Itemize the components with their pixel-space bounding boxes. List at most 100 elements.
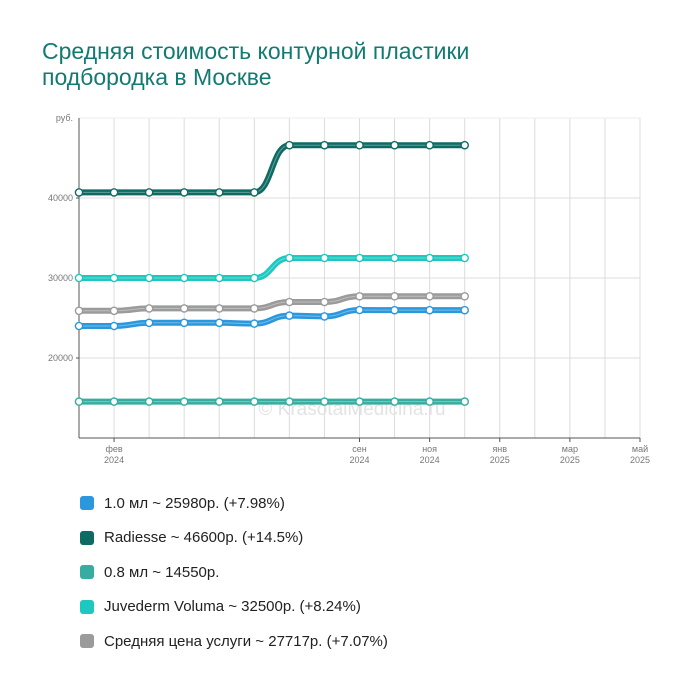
legend-swatch [80,530,94,545]
data-point [285,253,294,263]
data-point [109,321,119,331]
data-point [320,253,329,263]
x-tick-label-month: ноя [422,444,437,454]
series-5 [74,291,469,316]
data-point [250,304,259,313]
x-tick-label-year: 2024 [104,455,124,465]
data-point [320,297,329,307]
data-point [214,304,224,313]
data-point [285,397,294,406]
data-point [355,305,364,315]
data-point [390,253,399,263]
y-tick-label: 40000 [48,193,73,203]
data-point [285,297,294,307]
series-2 [74,140,469,197]
data-point [460,253,469,263]
data-point [214,273,224,283]
chart-title: Средняя стоимость контурной пластики под… [42,38,662,90]
data-point [390,305,399,315]
legend-swatch [80,565,94,580]
x-tick-label-month: сен [352,444,367,454]
y-tick-label: 30000 [48,273,73,283]
y-tick-label: 20000 [48,353,73,363]
data-point [355,140,364,150]
x-tick-label-month: янв [492,444,507,454]
data-point [179,188,189,197]
chart-axes: 200003000040000руб.фев2024сен2024ноя2024… [48,113,650,465]
data-point [355,397,364,406]
chart-legend: 1.0 мл ~ 25980р. (+7.98%) Radiesse ~ 466… [80,486,388,659]
legend-item[interactable]: Radiesse ~ 46600р. (+14.5%) [80,521,388,556]
data-point [74,273,84,283]
x-tick-label-month: фев [105,444,122,454]
series-3 [74,397,469,406]
data-point [74,321,84,331]
data-point [355,291,364,301]
data-point [250,397,259,406]
data-point [460,305,469,315]
data-point [214,318,224,328]
chart-title-line-2: подбородка в Москве [42,64,272,90]
data-point [144,318,154,328]
data-point [390,140,399,150]
data-point [250,319,259,328]
data-point [320,312,329,321]
legend-item[interactable]: Juvederm Voluma ~ 32500р. (+8.24%) [80,590,388,625]
data-point [109,273,119,283]
legend-label: 1.0 мл ~ 25980р. (+7.98%) [104,494,285,512]
data-point [250,273,259,283]
data-point [74,397,84,406]
data-point [74,306,84,316]
data-point [109,397,119,406]
legend-label: Средняя цена услуги ~ 27717р. (+7.07%) [104,632,388,650]
line-chart: © KrasotaiMedicina.ru 200003000040000руб… [48,113,650,465]
data-point [179,273,189,283]
data-point [144,304,154,313]
chart-series [74,140,469,406]
data-point [425,397,434,406]
x-tick-label-year: 2025 [630,455,650,465]
data-point [109,188,119,197]
data-point [425,305,434,315]
legend-swatch [80,496,94,511]
data-point [74,188,84,197]
x-tick-label-year: 2025 [490,455,510,465]
legend-swatch [80,634,94,649]
legend-label: 0.8 мл ~ 14550р. [104,563,220,581]
data-point [320,397,329,406]
data-point [179,397,189,406]
series-4 [74,253,469,283]
data-point [109,306,119,316]
data-point [460,291,469,301]
data-point [179,318,189,328]
data-point [425,140,434,150]
data-point [460,140,469,150]
data-point [214,188,224,197]
legend-label: Radiesse ~ 46600р. (+14.5%) [104,529,304,547]
chart-title-line-1: Средняя стоимость контурной пластики [42,38,470,64]
legend-item[interactable]: Средняя цена услуги ~ 27717р. (+7.07%) [80,624,388,659]
x-tick-label-year: 2024 [349,455,369,465]
data-point [285,311,294,320]
data-point [144,188,154,197]
data-point [144,273,154,283]
data-point [250,188,259,197]
x-tick-label-year: 2024 [420,455,440,465]
legend-label: Juvederm Voluma ~ 32500р. (+8.24%) [104,598,361,616]
data-point [390,397,399,406]
y-axis-unit-label: руб. [56,113,73,123]
data-point [425,253,434,263]
data-point [285,140,294,150]
data-point [390,291,399,301]
data-point [214,397,224,406]
chart-grid [79,117,641,438]
data-point [425,291,434,301]
series-line-highlight [79,144,465,193]
legend-item[interactable]: 0.8 мл ~ 14550р. [80,555,388,590]
data-point [144,397,154,406]
x-tick-label-month: май [632,444,648,454]
data-point [179,304,189,313]
x-tick-label-year: 2025 [560,455,580,465]
data-point [320,140,329,150]
legend-item[interactable]: 1.0 мл ~ 25980р. (+7.98%) [80,486,388,521]
